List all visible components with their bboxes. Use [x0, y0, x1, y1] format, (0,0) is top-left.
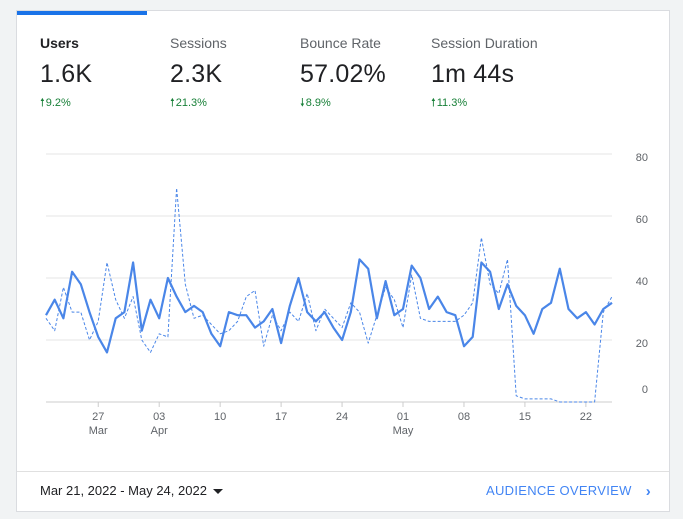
audience-overview-card: Users 1.6K 🠕9.2% Sessions 2.3K 🠕21.3% Bo… — [16, 10, 670, 512]
metric-label: Bounce Rate — [300, 35, 381, 51]
x-tick-label: 08 — [458, 411, 470, 423]
x-tick-label: 22 — [580, 411, 592, 423]
metric-tab-session-duration[interactable]: Session Duration 1m 44s 🠕11.3% — [431, 35, 538, 113]
date-range-label: Mar 21, 2022 - May 24, 2022 — [40, 483, 207, 498]
arrow-down-icon: 🠗 — [300, 97, 305, 109]
y-tick-label: 0 — [642, 384, 648, 396]
metric-value: 1m 44s — [431, 60, 515, 88]
metric-change: 🠕9.2% — [40, 94, 92, 113]
y-tick-label: 60 — [636, 214, 648, 226]
metric-tab-sessions[interactable]: Sessions 2.3K 🠕21.3% — [170, 35, 227, 113]
metric-change-value: 9.2% — [45, 97, 71, 109]
comparison-series-line — [45, 187, 613, 403]
metric-value: 57.02% — [300, 60, 386, 88]
metric-change: 🠗8.9% — [300, 94, 386, 113]
x-tick-label: 17 — [275, 411, 287, 423]
x-tick-month-label: Apr — [151, 425, 168, 437]
primary-series-line — [45, 258, 613, 354]
metric-change-value: 8.9% — [305, 97, 331, 109]
x-tick-label: 03 — [153, 411, 165, 423]
metric-value: 1.6K — [40, 60, 93, 88]
metric-change-value: 21.3% — [175, 97, 207, 109]
active-tab-indicator — [17, 11, 147, 15]
arrow-up-icon: 🠕 — [170, 97, 175, 109]
y-tick-label: 40 — [636, 276, 648, 288]
metric-label: Session Duration — [431, 35, 538, 51]
x-tick-label: 27 — [92, 411, 104, 423]
users-line-chart: 80 60 40 20 0 27 Mar 03 Apr 10 17 24 01 May 08 15 22 — [45, 152, 648, 437]
metric-change: 🠕21.3% — [170, 94, 227, 113]
audience-overview-link[interactable]: AUDIENCE OVERVIEW › — [486, 483, 651, 500]
x-tick-label: 24 — [336, 411, 348, 423]
x-tick-month-label: Mar — [89, 425, 108, 437]
x-tick-label: 01 — [397, 411, 409, 423]
metric-change: 🠕11.3% — [431, 94, 538, 113]
x-tick-label: 15 — [519, 411, 531, 423]
footer-divider — [17, 471, 669, 472]
arrow-up-icon: 🠕 — [40, 97, 45, 109]
metric-change-value: 11.3% — [436, 97, 468, 109]
audience-overview-label: AUDIENCE OVERVIEW — [485, 483, 632, 498]
metric-label: Users — [40, 35, 79, 51]
metric-value: 2.3K — [170, 60, 223, 88]
caret-down-icon — [212, 489, 223, 495]
x-tick-month-label: May — [393, 425, 414, 437]
metric-label: Sessions — [170, 35, 227, 51]
y-tick-label: 20 — [636, 338, 648, 350]
x-tick-label: 10 — [214, 411, 226, 423]
metric-tab-users[interactable]: Users 1.6K 🠕9.2% — [40, 35, 92, 113]
chevron-right-icon: › — [645, 483, 651, 500]
metric-tab-bounce-rate[interactable]: Bounce Rate 57.02% 🠗8.9% — [300, 35, 386, 113]
arrow-up-icon: 🠕 — [431, 97, 436, 109]
y-tick-label: 80 — [636, 152, 648, 164]
date-range-selector[interactable]: Mar 21, 2022 - May 24, 2022 — [40, 483, 223, 498]
